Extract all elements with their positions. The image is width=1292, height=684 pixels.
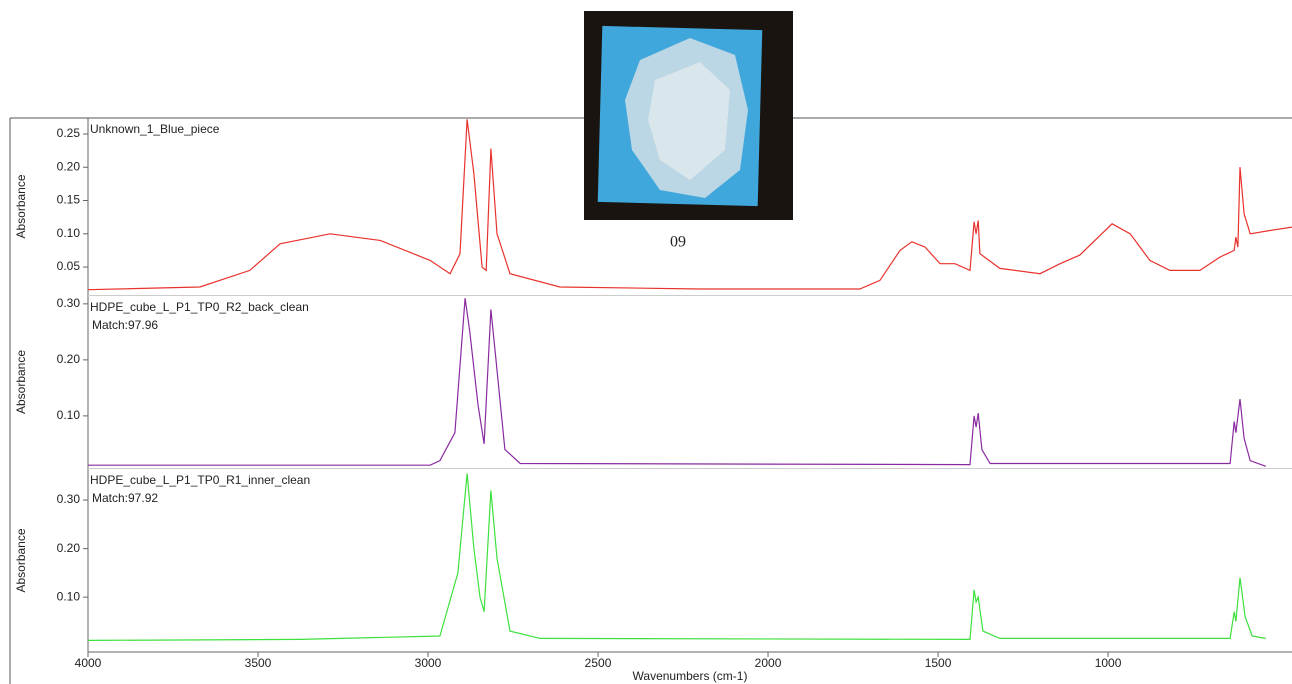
- x-tick-label: 4000: [75, 656, 102, 670]
- spectrum-name: HDPE_cube_L_P1_TP0_R2_back_clean: [90, 300, 309, 314]
- x-axis-label: Wavenumbers (cm-1): [633, 669, 748, 683]
- y-tick-label: 0.30: [57, 492, 81, 506]
- y-tick-label: 0.25: [57, 126, 81, 140]
- spectrum-name: HDPE_cube_L_P1_TP0_R1_inner_clean: [90, 473, 310, 487]
- spectrum-line: [87, 473, 1266, 641]
- y-tick-label: 0.20: [57, 159, 81, 173]
- y-tick-label: 0.30: [57, 296, 81, 310]
- y-tick-label: 0.15: [57, 193, 81, 207]
- y-axis-label: Absorbance: [14, 528, 28, 592]
- y-tick-label: 0.20: [57, 352, 81, 366]
- x-tick-label: 1000: [1095, 656, 1122, 670]
- x-tick-label: 1500: [925, 656, 952, 670]
- x-tick-label: 2500: [585, 656, 612, 670]
- match-score: Match:97.92: [92, 491, 158, 505]
- photo-caption: 09: [670, 234, 686, 251]
- y-tick-label: 0.20: [57, 541, 81, 555]
- y-axis-label: Absorbance: [14, 350, 28, 414]
- spectrum-line: [87, 119, 1292, 291]
- match-score: Match:97.96: [92, 318, 158, 332]
- spectrum-line: [88, 298, 1267, 467]
- x-tick-label: 2000: [755, 656, 782, 670]
- y-tick-label: 0.05: [57, 259, 81, 273]
- x-tick-label: 3500: [245, 656, 272, 670]
- spectrum-name: Unknown_1_Blue_piece: [90, 122, 220, 136]
- y-tick-label: 0.10: [57, 589, 81, 603]
- y-tick-label: 0.10: [57, 226, 81, 240]
- y-tick-label: 0.10: [57, 408, 81, 422]
- plots: 0.05 0.10 0.15 0.20 0.25 Absorbance Unknown_1_…: [14, 119, 1292, 683]
- sample-photo: [584, 11, 793, 220]
- x-tick-label: 3000: [415, 656, 442, 670]
- y-axis-label: Absorbance: [14, 174, 28, 238]
